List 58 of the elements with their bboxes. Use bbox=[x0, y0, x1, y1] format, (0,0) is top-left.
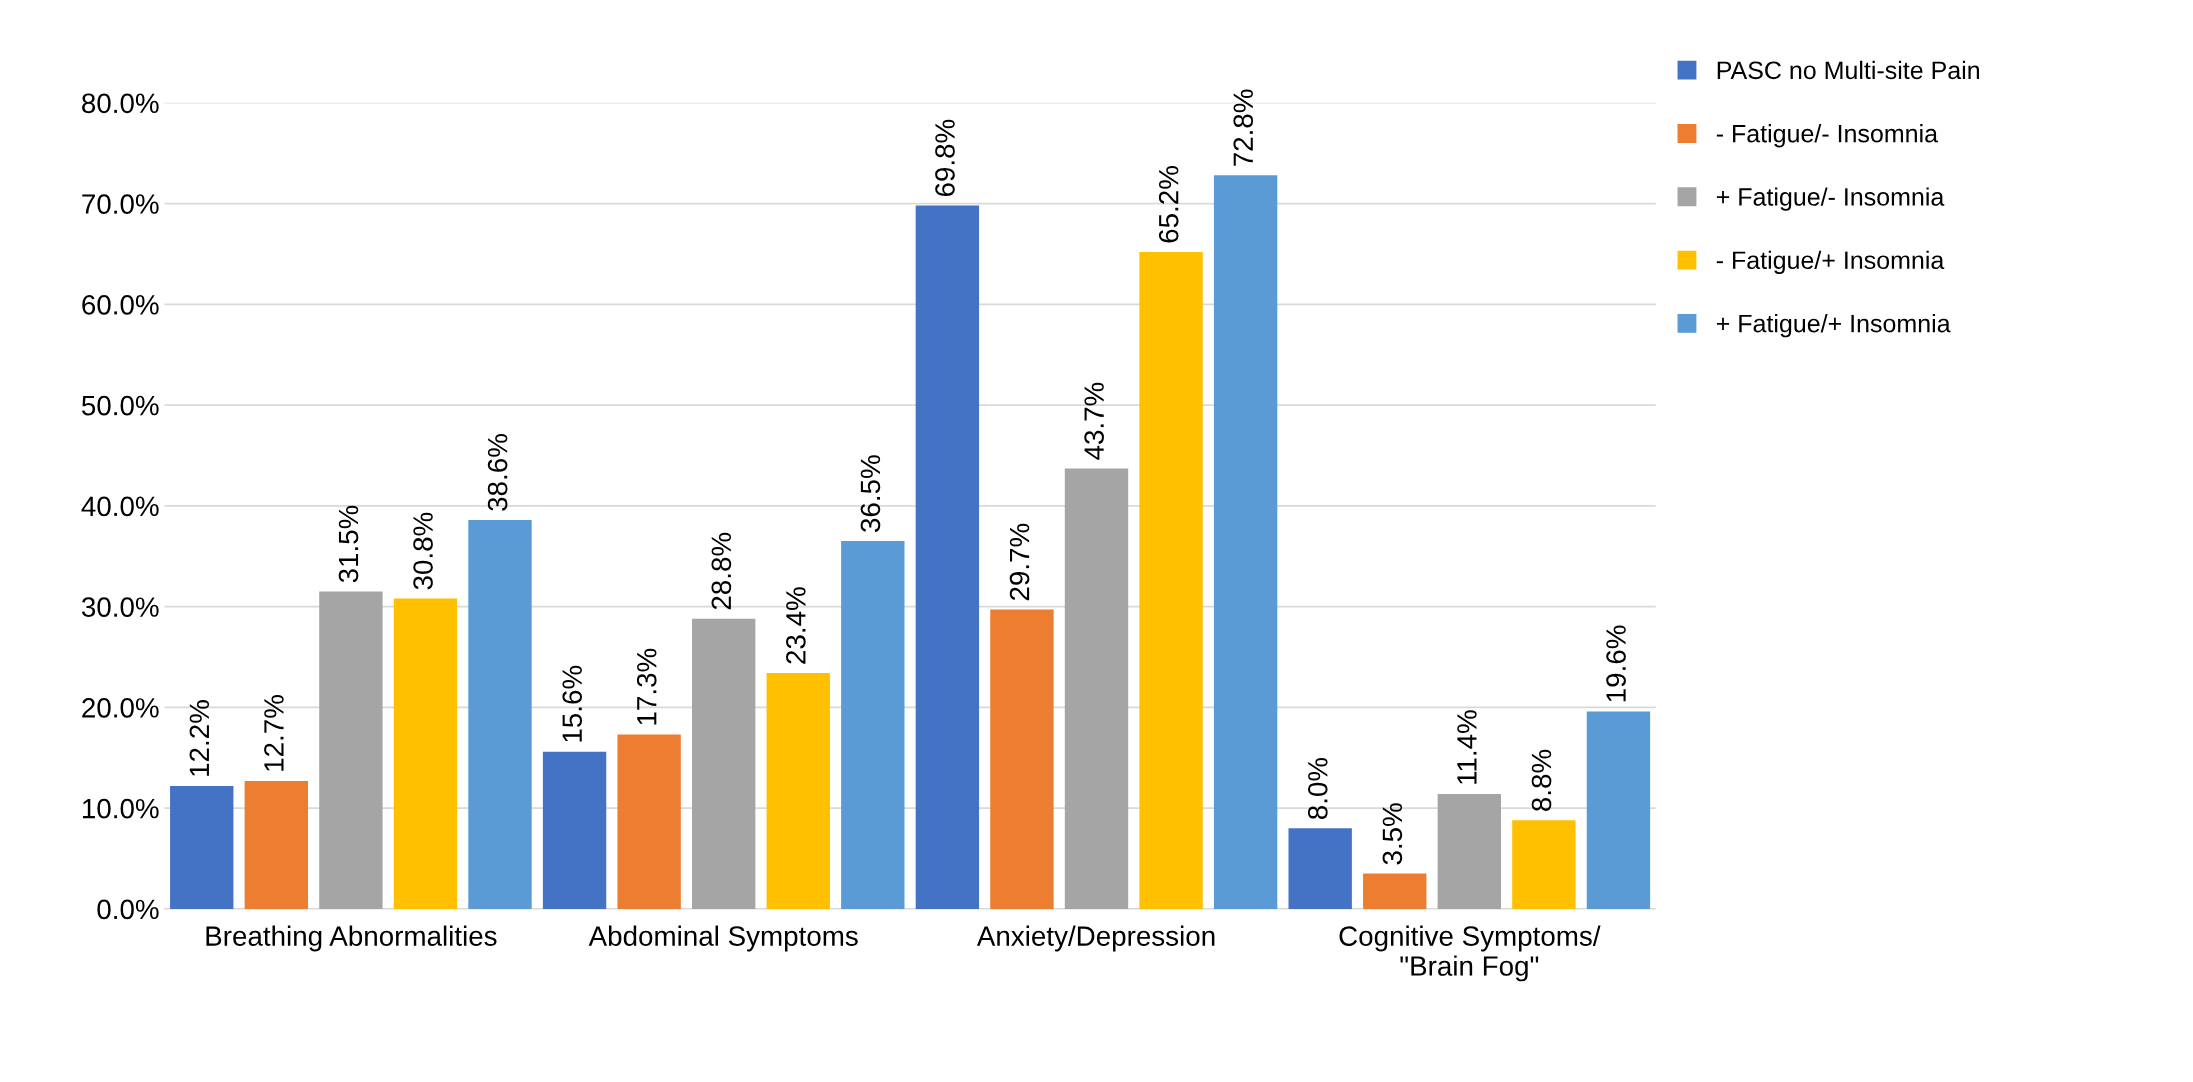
data-label: 72.8% bbox=[1233, 89, 1254, 166]
bar bbox=[617, 734, 681, 909]
data-label: 69.8% bbox=[935, 119, 955, 197]
y-tick-label: 70.0% bbox=[82, 194, 159, 214]
data-label: 11.4% bbox=[1457, 710, 1477, 784]
data-label: 12.2% bbox=[189, 700, 210, 776]
bar bbox=[1139, 251, 1203, 909]
y-tick-label: 0.0% bbox=[97, 899, 159, 920]
bar bbox=[468, 519, 532, 909]
data-label: 28.8% bbox=[711, 532, 732, 610]
data-label: 36.5% bbox=[860, 455, 881, 532]
data-label: 17.3% bbox=[636, 648, 657, 725]
bar bbox=[170, 785, 234, 909]
legend-label: - Fatigue/- Insomnia bbox=[1716, 124, 1939, 148]
data-label: 43.7% bbox=[1084, 382, 1104, 460]
data-label: 31.5% bbox=[338, 505, 359, 583]
data-label: 19.6% bbox=[1606, 625, 1626, 702]
bar bbox=[1512, 820, 1576, 909]
bar bbox=[244, 780, 309, 909]
bar bbox=[915, 205, 980, 909]
legend-label: + Fatigue/- Insomnia bbox=[1716, 187, 1945, 211]
bar bbox=[393, 598, 458, 909]
y-tick-label: 20.0% bbox=[82, 698, 159, 718]
bar bbox=[990, 609, 1054, 909]
bar bbox=[692, 618, 756, 909]
y-tick-label: 10.0% bbox=[82, 798, 159, 819]
bar bbox=[1064, 468, 1129, 909]
bar bbox=[841, 541, 905, 909]
y-tick-label: 50.0% bbox=[81, 395, 159, 416]
data-label: 15.6% bbox=[562, 665, 583, 742]
y-tick-label: 30.0% bbox=[81, 597, 159, 617]
bar bbox=[1437, 794, 1501, 909]
data-label: 12.7% bbox=[264, 695, 284, 771]
legend-label: PASC no Multi-site Pain bbox=[1717, 60, 1980, 80]
bar bbox=[319, 591, 383, 909]
data-label: 30.8% bbox=[413, 512, 433, 590]
x-tick-label: Abdominal Symptoms bbox=[588, 925, 858, 952]
y-tick-label: 60.0% bbox=[82, 294, 159, 315]
y-tick-label: 40.0% bbox=[81, 496, 159, 517]
x-tick-label: Anxiety/Depression bbox=[976, 925, 1215, 952]
legend-label: + Fatigue/+ Insomnia bbox=[1716, 314, 1951, 338]
bar bbox=[542, 751, 607, 909]
y-tick-label: 80.0% bbox=[82, 93, 159, 114]
data-label: 3.5% bbox=[1382, 803, 1403, 865]
data-label: 8.0% bbox=[1307, 757, 1328, 819]
bar bbox=[766, 673, 830, 909]
data-label: 65.2% bbox=[1158, 166, 1179, 243]
bar bbox=[1213, 175, 1278, 909]
bar bbox=[1363, 873, 1427, 909]
data-label: 8.8% bbox=[1531, 749, 1552, 811]
legend-label: - Fatigue/+ Insomnia bbox=[1716, 250, 1945, 275]
data-label: 29.7% bbox=[1009, 523, 1030, 601]
x-tick-label: Cognitive Symptoms/ "Brain Fog" bbox=[1339, 925, 1601, 982]
x-tick-label: Breathing Abnormalities bbox=[206, 925, 497, 952]
data-label: 23.4% bbox=[786, 587, 806, 664]
data-label: 38.6% bbox=[487, 434, 508, 511]
bar bbox=[1586, 711, 1651, 909]
bar bbox=[1288, 828, 1352, 909]
